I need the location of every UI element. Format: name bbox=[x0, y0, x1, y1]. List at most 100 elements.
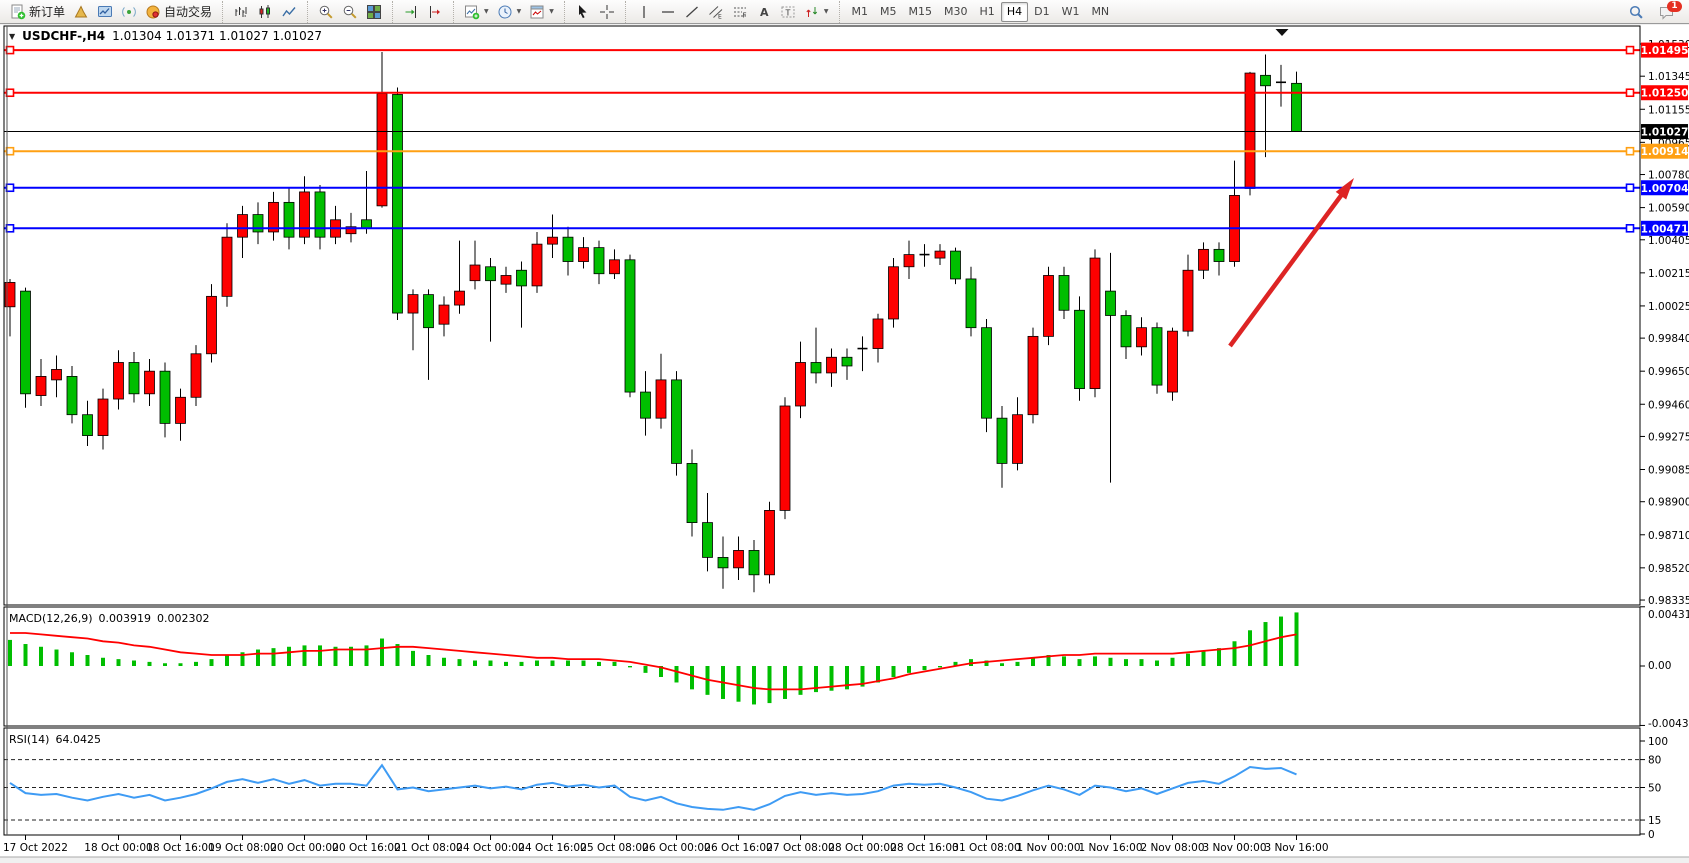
svg-text:0.98520: 0.98520 bbox=[1648, 563, 1689, 575]
svg-text:0.99650: 0.99650 bbox=[1648, 366, 1689, 378]
arrows-button[interactable]: ▼ bbox=[800, 1, 833, 23]
svg-text:1.00405: 1.00405 bbox=[1648, 235, 1689, 247]
market-watch-button[interactable] bbox=[93, 1, 117, 23]
svg-text:1 Nov 16:00: 1 Nov 16:00 bbox=[1078, 842, 1142, 854]
layers-button[interactable] bbox=[69, 1, 93, 23]
line-chart-button[interactable] bbox=[277, 1, 301, 23]
svg-text:1.00704: 1.00704 bbox=[1641, 183, 1689, 195]
notifications-button[interactable]: 1 bbox=[1654, 0, 1682, 23]
svg-text:80: 80 bbox=[1648, 755, 1661, 767]
candlestick-icon bbox=[259, 4, 271, 18]
text-label-icon: T bbox=[781, 6, 795, 17]
timeframe-mn[interactable]: MN bbox=[1091, 5, 1110, 18]
trendline-button[interactable] bbox=[680, 1, 704, 23]
zoom-in-button[interactable] bbox=[314, 1, 338, 23]
svg-text:0.004312: 0.004312 bbox=[1648, 609, 1689, 621]
svg-text:1.01027: 1.01027 bbox=[1641, 127, 1689, 139]
timeframe-w1[interactable]: W1 bbox=[1061, 5, 1080, 18]
horizontal-line-button[interactable] bbox=[656, 1, 680, 23]
signal-icon bbox=[122, 6, 136, 17]
svg-text:1.00914: 1.00914 bbox=[1641, 146, 1689, 158]
timeframe-d1[interactable]: D1 bbox=[1034, 5, 1050, 18]
timeframe-m30[interactable]: M30 bbox=[944, 5, 968, 18]
svg-text:1.01155: 1.01155 bbox=[1648, 104, 1689, 116]
svg-text:T: T bbox=[784, 8, 790, 17]
macd-name: MACD(12,26,9) bbox=[9, 612, 93, 625]
vertical-line-button[interactable] bbox=[632, 1, 656, 23]
objects-group: E F A T ▼ bbox=[624, 0, 836, 23]
channel-icon: E bbox=[709, 5, 723, 20]
svg-text:25 Oct 08:00: 25 Oct 08:00 bbox=[580, 842, 648, 854]
horizontal-line-icon bbox=[661, 10, 674, 13]
timeframe-m5[interactable]: M5 bbox=[880, 5, 897, 18]
svg-text:0.99275: 0.99275 bbox=[1648, 431, 1689, 443]
zoom-out-button[interactable] bbox=[338, 1, 362, 23]
tile-windows-button[interactable] bbox=[362, 1, 386, 23]
svg-text:31 Oct 08:00: 31 Oct 08:00 bbox=[952, 842, 1020, 854]
auto-trading-button-label: 自动交易 bbox=[164, 5, 213, 19]
gold-pointer-icon bbox=[74, 4, 88, 17]
timeframe-m15[interactable]: M15 bbox=[908, 5, 933, 18]
equidistant-channel-button[interactable]: E bbox=[704, 1, 728, 23]
svg-text:0.98335: 0.98335 bbox=[1648, 595, 1689, 607]
svg-text:18 Oct 16:00: 18 Oct 16:00 bbox=[146, 842, 214, 854]
svg-text:3 Nov 00:00: 3 Nov 00:00 bbox=[1202, 842, 1266, 854]
collapse-icon[interactable]: ▼ bbox=[9, 31, 16, 41]
chart-ohlc-values: 1.01304 1.01371 1.01027 1.01027 bbox=[112, 29, 323, 43]
zoom-in-icon bbox=[319, 5, 333, 19]
svg-text:26 Oct 00:00: 26 Oct 00:00 bbox=[642, 842, 710, 854]
chevron-down-icon: ▼ bbox=[823, 8, 829, 15]
text-label-button[interactable]: T bbox=[776, 1, 800, 23]
webcast-button[interactable] bbox=[117, 1, 141, 23]
tile-windows-icon bbox=[367, 4, 382, 19]
new-order-button[interactable]: 新订单 bbox=[6, 1, 69, 23]
cursor-button[interactable] bbox=[571, 1, 595, 23]
svg-text:28 Oct 16:00: 28 Oct 16:00 bbox=[890, 842, 958, 854]
crosshair-button[interactable] bbox=[595, 1, 619, 23]
new-chart-icon bbox=[465, 5, 480, 19]
svg-text:20 Oct 00:00: 20 Oct 00:00 bbox=[270, 842, 338, 854]
svg-text:20 Oct 16:00: 20 Oct 16:00 bbox=[332, 842, 400, 854]
templates-button[interactable]: ▼ bbox=[525, 1, 558, 23]
bar-chart-button[interactable] bbox=[229, 1, 253, 23]
chart-symbol-period: USDCHF-,H4 bbox=[22, 29, 106, 43]
chart-title: ▼ USDCHF-,H4 1.01304 1.01371 1.01027 1.0… bbox=[9, 29, 322, 43]
svg-text:E: E bbox=[718, 13, 722, 20]
notification-badge: 1 bbox=[1667, 0, 1682, 12]
svg-text:0.98900: 0.98900 bbox=[1648, 497, 1689, 509]
chevron-down-icon: ▼ bbox=[484, 8, 489, 15]
text-button[interactable]: A bbox=[752, 1, 776, 23]
svg-text:28 Oct 00:00: 28 Oct 00:00 bbox=[828, 842, 896, 854]
candlestick-chart-button[interactable] bbox=[253, 1, 277, 23]
rsi-value: 64.0425 bbox=[55, 733, 101, 746]
search-button[interactable] bbox=[1624, 1, 1648, 23]
new-order-button-label: 新订单 bbox=[29, 5, 66, 19]
template-icon bbox=[530, 5, 544, 18]
svg-text:1.01345: 1.01345 bbox=[1648, 71, 1689, 83]
new-chart-group: ▼ ▼ ▼ bbox=[453, 0, 561, 23]
timeframe-h1[interactable]: H1 bbox=[979, 5, 995, 18]
zoom-out-icon bbox=[343, 5, 357, 19]
cursor-group bbox=[563, 0, 622, 23]
auto-trading-icon bbox=[146, 5, 160, 18]
auto-scroll-button[interactable] bbox=[399, 1, 423, 23]
fibonacci-button[interactable]: F bbox=[728, 1, 752, 23]
svg-text:0.00: 0.00 bbox=[1648, 660, 1671, 672]
macd-indicator-label: MACD(12,26,9) 0.003919 0.002302 bbox=[9, 612, 210, 625]
svg-text:0.99460: 0.99460 bbox=[1648, 399, 1689, 411]
svg-text:18 Oct 00:00: 18 Oct 00:00 bbox=[84, 842, 152, 854]
auto-trading-button[interactable]: 自动交易 bbox=[141, 1, 216, 23]
svg-text:A: A bbox=[760, 6, 769, 19]
svg-text:0.99085: 0.99085 bbox=[1648, 465, 1689, 477]
svg-text:0.99840: 0.99840 bbox=[1648, 333, 1689, 345]
periods-button[interactable]: ▼ bbox=[493, 1, 526, 23]
chart-shift-button[interactable] bbox=[423, 1, 447, 23]
timeframe-h4[interactable]: H4 bbox=[1000, 1, 1029, 22]
market-watch-icon bbox=[98, 5, 113, 17]
crosshair-icon bbox=[599, 4, 614, 19]
svg-text:15: 15 bbox=[1648, 815, 1661, 827]
svg-text:1.00025: 1.00025 bbox=[1648, 301, 1689, 313]
timeframe-m1[interactable]: M1 bbox=[851, 5, 869, 18]
new-chart-button[interactable]: ▼ bbox=[460, 1, 493, 23]
